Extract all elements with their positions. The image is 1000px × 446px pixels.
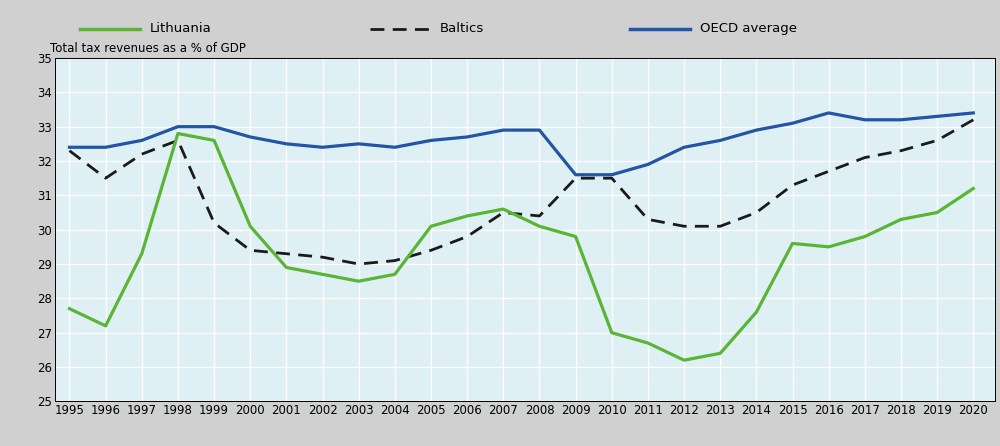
Text: OECD average: OECD average [700,22,797,36]
Text: Total tax revenues as a % of GDP: Total tax revenues as a % of GDP [50,41,246,54]
Text: Lithuania: Lithuania [150,22,212,36]
Text: Baltics: Baltics [440,22,484,36]
